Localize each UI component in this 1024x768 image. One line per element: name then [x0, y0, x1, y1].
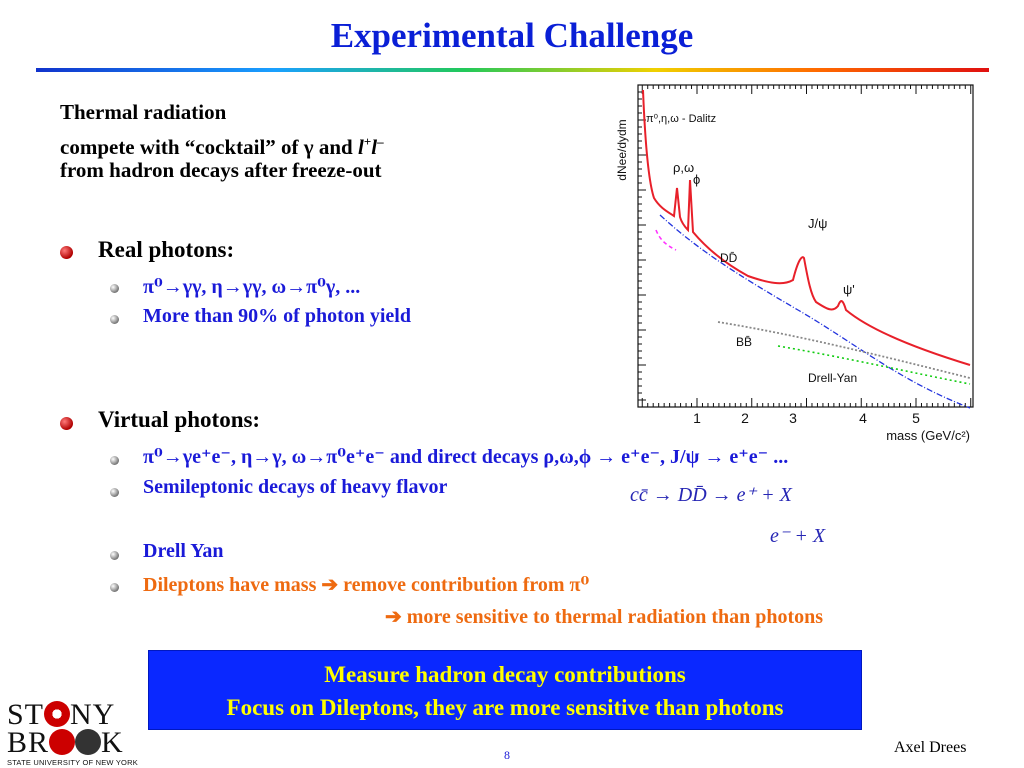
annotation-jpsi: J/ψ — [808, 216, 827, 231]
logo-o-mark-icon — [44, 701, 71, 727]
annotation-psi-prime: ψ' — [843, 282, 855, 297]
x-tick-label: 3 — [789, 410, 797, 426]
sub-bullet-icon — [110, 583, 119, 592]
virtual-photons-item-2: Semileptonic decays of heavy flavor — [143, 476, 448, 498]
annotation-phi: ϕ — [693, 172, 700, 187]
bullet-icon — [60, 246, 73, 259]
x-tick-label: 4 — [859, 410, 867, 426]
sub-bullet-icon — [110, 284, 119, 293]
annotation-dalitz: π⁰,η,ω - Dalitz — [646, 113, 716, 125]
annotation-drell-yan: Drell-Yan — [808, 371, 857, 385]
x-axis-label: mass (GeV/c²) — [886, 428, 970, 443]
page-title: Experimental Challenge — [330, 16, 694, 55]
dilepton-mass-spectrum-chart: 1 2 3 4 5 mass (GeV/c²) dNee/dydm π⁰,η,ω… — [615, 84, 974, 443]
series-open-beauty — [717, 321, 971, 379]
virtual-photons-item-1: π⁰→γe⁺e⁻, η→γ, ω→π⁰e⁺e⁻ and direct decay… — [143, 446, 789, 468]
real-photons-item-2: More than 90% of photon yield — [143, 305, 411, 327]
y-axis-label: dNee/dydm — [615, 119, 629, 180]
intro-line-1: Thermal radiation — [60, 100, 227, 124]
summary-line-2: Focus on Dileptons, they are more sensit… — [226, 695, 784, 720]
annotation-bbbar: BB̄ — [736, 335, 752, 349]
logo-o-mark-icon — [75, 729, 102, 755]
virtual-photons-item-3: Drell Yan — [143, 540, 224, 562]
annotation-ddbar: DD̄ — [720, 251, 738, 265]
sub-bullet-icon — [110, 551, 119, 560]
virtual-photons-item-5: ➔ more sensitive to thermal radiation th… — [385, 606, 824, 628]
summary-line-1: Measure hadron decay contributions — [324, 662, 686, 687]
annotation-rho-omega: ρ,ω — [673, 160, 694, 175]
sub-bullet-icon — [110, 488, 119, 497]
sub-bullet-icon — [110, 456, 119, 465]
sub-bullet-icon — [110, 315, 119, 324]
virtual-photons-heading: Virtual photons: — [98, 407, 261, 432]
x-tick-label: 1 — [693, 410, 701, 426]
summary-box: Measure hadron decay contributions Focus… — [148, 650, 862, 730]
virtual-photons-item-4: Dileptons have mass ➔ remove contributio… — [143, 574, 590, 596]
charm-decay-formula: cc̄ → DD̄ → e⁺ + X — [630, 484, 792, 506]
author-name: Axel Drees — [894, 739, 967, 756]
intro-line-2: compete with “cocktail” of γ and l+l– — [60, 134, 384, 159]
bullet-icon — [60, 417, 73, 430]
x-tick-label: 2 — [741, 410, 749, 426]
real-photons-item-1: π⁰→γγ, η→γγ, ω→π⁰γ, ... — [143, 276, 361, 298]
intro-line-3: from hadron decays after freeze-out — [60, 158, 382, 182]
x-tick-label: 5 — [912, 410, 920, 426]
page-number: 8 — [504, 748, 510, 762]
title-divider — [36, 68, 989, 72]
series-sum — [642, 89, 971, 366]
plot-frame — [637, 84, 974, 408]
series-drell-yan — [777, 345, 971, 385]
series-open-charm — [659, 214, 971, 409]
stony-brook-logo: ST NY BR K STATE UNIVERSITY OF NEW YORK — [7, 698, 138, 767]
logo-o-mark-icon — [49, 729, 76, 755]
real-photons-heading: Real photons: — [98, 237, 235, 262]
series-pi0-eta-omega-dalitz — [655, 229, 677, 251]
charm-decay-formula-line-2: e⁻ + X — [770, 525, 826, 547]
